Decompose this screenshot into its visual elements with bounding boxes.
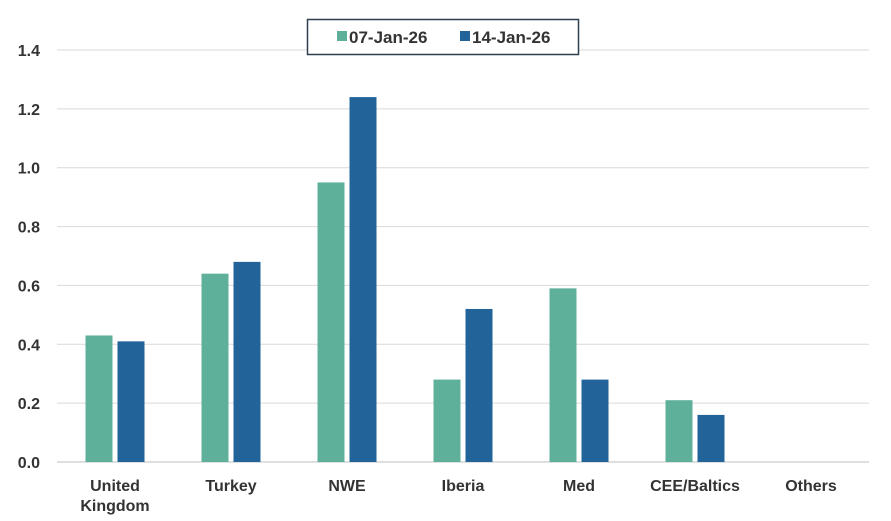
category-label: CEE/Baltics [650,478,740,495]
y-axis: 0.0 0.2 0.4 0.6 0.8 1.0 1.2 1.4 [18,43,40,472]
y-tick-label: 0.6 [18,278,40,295]
bar [85,335,113,462]
legend-swatch [460,31,470,41]
y-tick-label: 0.4 [18,337,40,354]
bar [581,379,609,462]
y-tick-label: 1.0 [18,161,40,178]
bar [697,414,725,462]
category-label: United [90,478,140,495]
legend-box [306,18,580,56]
category-label: Kingdom [80,498,149,515]
bar [433,379,461,462]
y-tick-label: 1.2 [18,102,40,119]
bar [465,308,493,462]
legend-swatch [337,31,347,41]
gridlines [57,49,869,463]
legend-label: 14-Jan-26 [472,28,550,47]
category-label: Others [785,478,837,495]
y-tick-label: 0.2 [18,396,40,413]
category-label: Turkey [205,478,256,495]
bar [233,261,261,462]
bar [349,97,377,462]
y-tick-label: 0.8 [18,220,40,237]
bars [85,97,725,462]
category-label: NWE [328,478,366,495]
bar [117,341,145,462]
legend-label: 07-Jan-26 [349,28,427,47]
category-label: Iberia [442,478,485,495]
y-tick-label: 1.4 [18,43,40,60]
legend: 07-Jan-26 14-Jan-26 [306,18,580,56]
category-label: Med [563,478,595,495]
bar [317,182,345,462]
bar [549,288,577,462]
bar [201,273,229,462]
bar [665,400,693,462]
y-tick-label: 0.0 [18,455,40,472]
x-axis: United Kingdom Turkey NWE Iberia Med CEE/Balti… [80,478,837,515]
